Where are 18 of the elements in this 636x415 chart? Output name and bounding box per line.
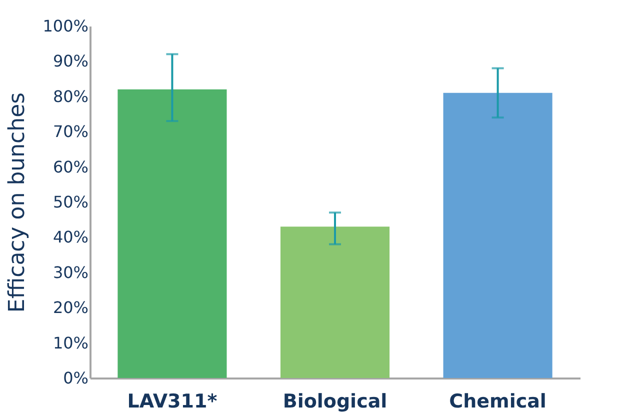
x-tick-label: Biological [282,390,388,412]
y-tick-label: 50% [52,192,88,212]
y-tick-label: 90% [52,52,88,71]
y-tick-label: 80% [52,86,88,106]
y-tick-label: 60% [52,157,88,176]
y-tick-label: 30% [52,262,88,282]
y-tick-label: 40% [52,228,88,247]
x-tick-label: Chemical [449,390,546,412]
bar [118,89,227,378]
y-tick-label: 20% [52,298,88,318]
y-tick-label: 100% [42,16,88,36]
bar [443,92,552,378]
x-tick-label: LAV311* [127,390,218,412]
y-axis-title: Efficacy on bunches [4,92,30,313]
y-tick-label: 0% [63,368,88,388]
bar [280,226,390,378]
y-tick-label: 70% [52,122,88,142]
y-tick-label: 10% [52,333,88,352]
